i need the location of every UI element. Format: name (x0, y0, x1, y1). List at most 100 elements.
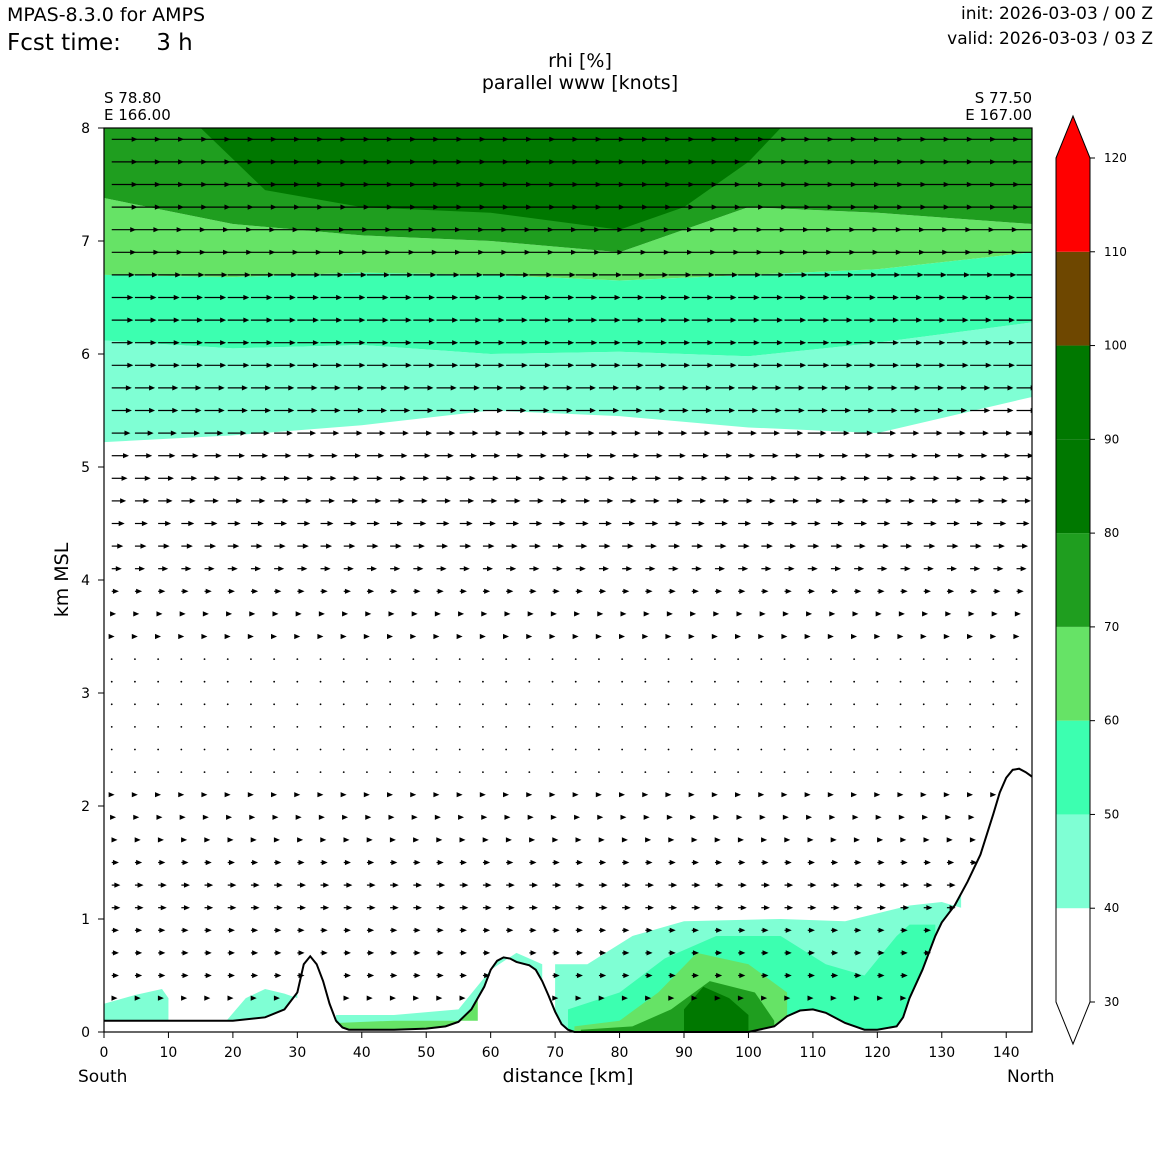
wind-arrow (274, 159, 301, 165)
wind-arrow (761, 272, 785, 278)
wind-arrow (877, 588, 885, 594)
wind-arrow (690, 680, 693, 683)
wind-arrow (436, 385, 457, 391)
wind-arrow (552, 950, 560, 956)
wind-arrow (204, 430, 224, 436)
wind-arrow (366, 136, 393, 142)
wind-arrow (598, 882, 608, 888)
colorbar-tick-label: 50 (1104, 807, 1119, 821)
wind-arrow (574, 726, 577, 728)
wind-arrow (737, 771, 740, 773)
wind-arrow (807, 566, 818, 572)
wind-arrow (459, 520, 473, 527)
wind-arrow (552, 453, 570, 459)
x-axis-label: distance [km] (502, 1065, 634, 1087)
wind-arrow (134, 658, 136, 660)
wind-arrow (250, 430, 270, 436)
wind-arrow (482, 882, 492, 888)
wind-arrow (134, 703, 136, 706)
wind-arrow (575, 272, 599, 278)
wind-arrow (181, 950, 189, 956)
wind-arrow (854, 181, 881, 188)
wind-arrow (343, 927, 351, 933)
wind-arrow (390, 385, 411, 391)
wind-arrow (622, 317, 644, 323)
wind-arrow (552, 927, 560, 933)
wind-arrow (714, 859, 723, 866)
wind-arrow (900, 543, 913, 549)
wind-arrow (320, 136, 347, 142)
wind-arrow (804, 633, 811, 640)
wind-arrow (134, 972, 143, 979)
wind-arrow (505, 748, 508, 751)
wind-arrow (922, 611, 929, 617)
wind-arrow (899, 771, 902, 773)
wind-arrow (436, 227, 462, 233)
wind-arrow (529, 566, 540, 572)
wind-arrow (158, 927, 166, 933)
wind-arrow (506, 927, 514, 933)
wind-arrow (158, 159, 185, 165)
wind-arrow (761, 453, 779, 459)
wind-arrow (529, 837, 536, 843)
wind-arrow (435, 726, 438, 728)
wind-arrow (1016, 161, 1032, 163)
wind-arrow (343, 362, 366, 368)
wind-arrow (320, 294, 343, 301)
wind-arrow (271, 633, 278, 640)
wind-arrow (479, 792, 486, 798)
wind-arrow (691, 475, 708, 481)
wind-arrow (158, 475, 174, 481)
wind-arrow (435, 771, 438, 773)
start-lat: S 78.80 (104, 89, 162, 107)
wind-arrow (366, 703, 368, 706)
wind-arrow (691, 407, 712, 414)
wind-arrow (714, 136, 741, 142)
wind-arrow (575, 837, 582, 843)
wind-arrow (413, 136, 440, 142)
wind-arrow (274, 317, 296, 323)
wind-arrow (877, 520, 891, 527)
wind-arrow (363, 792, 370, 798)
wind-arrow (598, 748, 600, 751)
wind-arrow (459, 204, 486, 210)
wind-arrow (621, 771, 624, 773)
wind-arrow (575, 905, 585, 911)
wind-arrow (666, 814, 673, 820)
wind-arrow (714, 927, 723, 933)
wind-arrow (319, 771, 322, 773)
wind-arrow (227, 294, 250, 301)
wind-arrow (134, 430, 154, 436)
wind-arrow (319, 703, 322, 706)
wind-arrow (390, 181, 417, 188)
wind-arrow (250, 882, 260, 888)
wind-arrow (783, 726, 786, 728)
wind-arrow (713, 611, 720, 617)
model-label: MPAS-8.3.0 for AMPS (7, 4, 206, 26)
wind-arrow (783, 703, 786, 706)
wind-arrow (946, 294, 969, 301)
x-tick-label: 120 (864, 1045, 891, 1061)
wind-arrow (993, 498, 1008, 504)
y-tick-label: 1 (81, 912, 90, 928)
wind-arrow (691, 136, 718, 142)
wind-arrow (853, 680, 856, 683)
wind-arrow (575, 475, 592, 481)
wind-arrow (923, 317, 946, 323)
wind-arrow (366, 837, 373, 843)
wind-arrow (854, 159, 881, 165)
wind-arrow (250, 136, 277, 142)
wind-arrow (668, 475, 685, 481)
wind-arrow (830, 227, 856, 233)
wind-arrow (575, 385, 596, 391)
wind-arrow (456, 633, 463, 640)
wind-arrow (459, 475, 476, 481)
wind-arrow (528, 726, 531, 728)
wind-arrow (877, 837, 884, 843)
wind-arrow (945, 814, 952, 820)
wind-arrow (204, 227, 230, 233)
wind-arrow (946, 543, 959, 549)
wind-arrow (922, 748, 925, 751)
wind-arrow (552, 136, 579, 142)
wind-arrow (760, 703, 763, 706)
